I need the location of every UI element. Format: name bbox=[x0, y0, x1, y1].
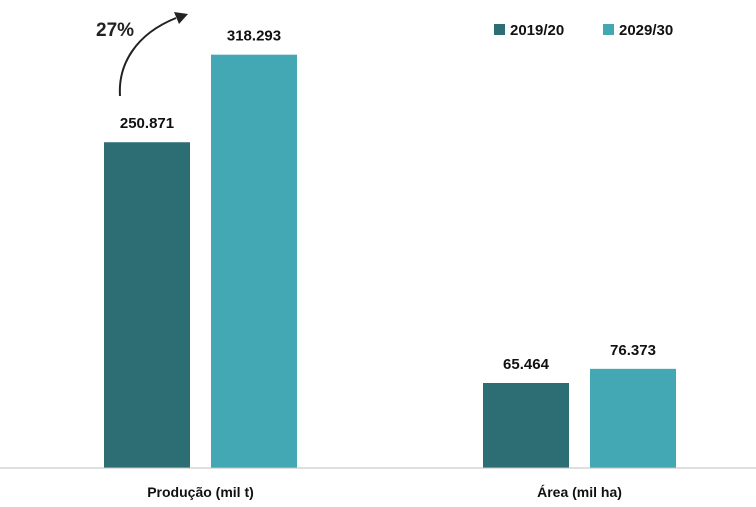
growth-percent-label: 27% bbox=[96, 20, 134, 41]
category-labels-group: Produção (mil t) Área (mil ha) bbox=[147, 484, 622, 500]
legend-swatch-2029-30 bbox=[603, 24, 614, 35]
legend-label-2019-20: 2019/20 bbox=[510, 22, 564, 39]
growth-arrow-icon bbox=[118, 17, 177, 97]
growth-annotation: 27% bbox=[96, 12, 188, 97]
value-label-1-series-0: 65.464 bbox=[503, 356, 550, 373]
growth-arrowhead-icon bbox=[174, 12, 188, 24]
category-label-1: Área (mil ha) bbox=[537, 484, 622, 500]
bar-0-series-1 bbox=[211, 54, 297, 469]
legend-swatch-2019-20 bbox=[494, 24, 505, 35]
value-labels-group: 250.871 318.293 65.464 76.373 bbox=[120, 28, 656, 373]
legend-label-2029-30: 2029/30 bbox=[619, 22, 673, 39]
bar-1-series-0 bbox=[483, 382, 569, 468]
bars-group bbox=[104, 54, 676, 469]
value-label-0-series-0: 250.871 bbox=[120, 115, 174, 132]
value-label-1-series-1: 76.373 bbox=[610, 342, 656, 359]
bar-1-series-1 bbox=[590, 368, 676, 468]
bar-0-series-0 bbox=[104, 142, 190, 469]
legend: 2019/20 2029/30 bbox=[494, 22, 673, 39]
category-label-0: Produção (mil t) bbox=[147, 484, 254, 500]
value-label-0-series-1: 318.293 bbox=[227, 28, 281, 45]
